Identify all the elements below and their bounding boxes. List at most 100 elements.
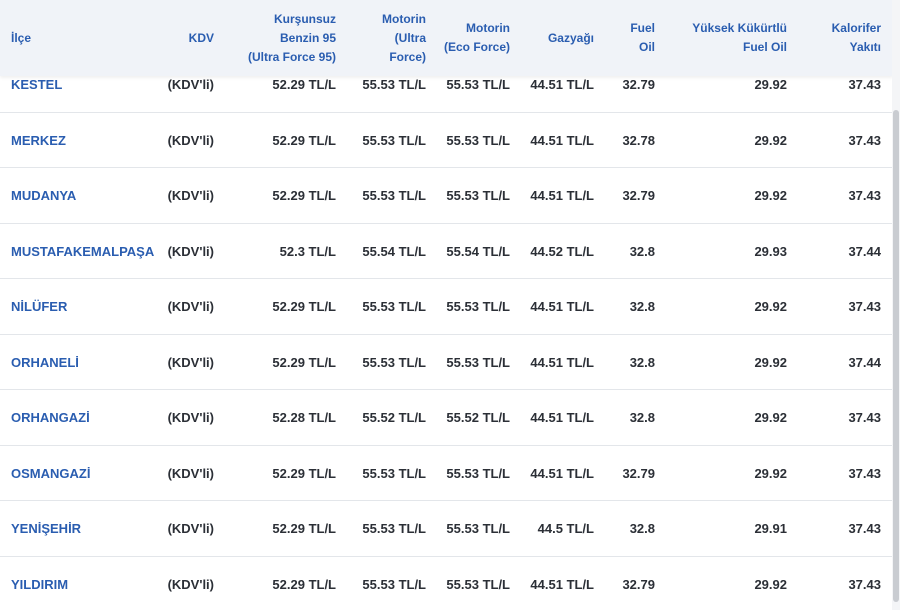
kursunsuz-price: 52.29 TL/L [272, 77, 336, 93]
kdv-cell: (KDV'li) [167, 410, 214, 426]
scrollbar-thumb[interactable] [893, 110, 899, 602]
motorin-eco-price: 55.53 TL/L [446, 132, 510, 148]
header-kursunsuz-benzin-95[interactable]: Kurşunsuz Benzin 95 (Ultra Force 95) [247, 11, 336, 64]
district-link[interactable]: MERKEZ [11, 132, 66, 148]
gazyagi-price: 44.51 TL/L [530, 465, 594, 481]
header-fuel-oil[interactable]: Fuel Oil [630, 21, 655, 54]
kursunsuz-price: 52.29 TL/L [272, 132, 336, 148]
district-link[interactable]: KESTEL [11, 77, 63, 93]
gazyagi-price: 44.51 TL/L [530, 576, 594, 592]
kursunsuz-price: 52.29 TL/L [272, 521, 336, 537]
kdv-cell: (KDV'li) [167, 243, 214, 259]
header-ilce[interactable]: İlçe [11, 30, 32, 45]
gazyagi-price: 44.51 TL/L [530, 132, 594, 148]
yuksek-kukurtlu-price: 29.92 [754, 465, 787, 481]
yuksek-kukurtlu-price: 29.92 [754, 77, 787, 93]
district-link[interactable]: ORHANGAZİ [11, 410, 90, 426]
table-row: ORHANELİ (KDV'li) 52.29 TL/L 55.53 TL/L 55.5… [0, 335, 893, 390]
kalorifer-price: 37.43 [848, 77, 881, 93]
motorin-price: 55.53 TL/L [362, 77, 426, 93]
header-kalorifer-yakiti[interactable]: Kalorifer Yakıtı [831, 21, 881, 54]
header-yuksek-kukurtlu-fuel-oil[interactable]: Yüksek Kükürtlü Fuel Oil [692, 21, 787, 54]
district-link[interactable]: NİLÜFER [11, 299, 68, 315]
table-row: ORHANGAZİ (KDV'li) 52.28 TL/L 55.52 TL/L 55.… [0, 390, 893, 446]
kursunsuz-price: 52.29 TL/L [272, 354, 336, 370]
header-motorin-ultra-force[interactable]: Motorin (Ultra Force) [382, 11, 426, 64]
kalorifer-price: 37.43 [848, 521, 881, 537]
motorin-eco-price: 55.53 TL/L [446, 188, 510, 204]
kdv-cell: (KDV'li) [167, 299, 214, 315]
header-gazyagi[interactable]: Gazyağı [547, 30, 594, 45]
district-link[interactable]: OSMANGAZİ [11, 465, 91, 481]
kursunsuz-price: 52.29 TL/L [272, 188, 336, 204]
fuel-oil-price: 32.8 [629, 410, 655, 426]
district-link[interactable]: MUDANYA [11, 188, 77, 204]
kalorifer-price: 37.44 [848, 243, 881, 259]
kursunsuz-price: 52.29 TL/L [272, 576, 336, 592]
kalorifer-price: 37.43 [848, 299, 881, 315]
fuel-oil-price: 32.79 [622, 188, 655, 204]
gazyagi-price: 44.51 TL/L [530, 77, 594, 93]
kdv-cell: (KDV'li) [167, 576, 214, 592]
header-kdv[interactable]: KDV [188, 30, 214, 45]
kdv-cell: (KDV'li) [167, 465, 214, 481]
motorin-eco-price: 55.53 TL/L [446, 576, 510, 592]
vertical-scrollbar[interactable] [892, 0, 900, 610]
motorin-price: 55.53 TL/L [362, 132, 426, 148]
gazyagi-price: 44.51 TL/L [530, 410, 594, 426]
motorin-eco-price: 55.53 TL/L [446, 465, 510, 481]
kalorifer-price: 37.43 [848, 132, 881, 148]
kalorifer-price: 37.43 [848, 410, 881, 426]
district-link[interactable]: YENİŞEHİR [11, 521, 82, 537]
table-body: KESTEL (KDV'li) 52.29 TL/L 55.53 TL/L 55.53 … [0, 57, 893, 610]
fuel-oil-price: 32.79 [622, 77, 655, 93]
kursunsuz-price: 52.28 TL/L [272, 410, 336, 426]
motorin-price: 55.53 TL/L [362, 576, 426, 592]
kdv-cell: (KDV'li) [167, 354, 214, 370]
kdv-cell: (KDV'li) [167, 188, 214, 204]
kursunsuz-price: 52.29 TL/L [272, 465, 336, 481]
kursunsuz-price: 52.29 TL/L [272, 299, 336, 315]
district-link[interactable]: YILDIRIM [11, 576, 69, 592]
fuel-oil-price: 32.79 [622, 576, 655, 592]
motorin-price: 55.54 TL/L [362, 243, 426, 259]
gazyagi-price: 44.51 TL/L [530, 299, 594, 315]
table-row: MUDANYA (KDV'li) 52.29 TL/L 55.53 TL/L 55.53… [0, 168, 893, 224]
yuksek-kukurtlu-price: 29.92 [754, 132, 787, 148]
yuksek-kukurtlu-price: 29.92 [754, 188, 787, 204]
yuksek-kukurtlu-price: 29.92 [754, 354, 787, 370]
fuel-oil-price: 32.8 [629, 354, 655, 370]
kalorifer-price: 37.44 [848, 354, 881, 370]
motorin-eco-price: 55.53 TL/L [446, 299, 510, 315]
yuksek-kukurtlu-price: 29.92 [754, 576, 787, 592]
motorin-price: 55.53 TL/L [362, 521, 426, 537]
yuksek-kukurtlu-price: 29.92 [754, 410, 787, 426]
table-row: MERKEZ (KDV'li) 52.29 TL/L 55.53 TL/L 55.53 … [0, 113, 893, 168]
kdv-cell: (KDV'li) [167, 77, 214, 93]
kalorifer-price: 37.43 [848, 576, 881, 592]
motorin-eco-price: 55.53 TL/L [446, 77, 510, 93]
motorin-price: 55.53 TL/L [362, 465, 426, 481]
table-row: KESTEL (KDV'li) 52.29 TL/L 55.53 TL/L 55.53 … [0, 57, 893, 113]
motorin-eco-price: 55.54 TL/L [446, 243, 510, 259]
table-header: İlçe KDV Kurşunsuz Benzin 95 (Ultra Forc… [0, 0, 893, 76]
table-row: YILDIRIM (KDV'li) 52.29 TL/L 55.53 TL/L 55.5… [0, 557, 893, 610]
fuel-oil-price: 32.8 [629, 243, 655, 259]
fuel-oil-price: 32.8 [629, 521, 655, 537]
yuksek-kukurtlu-price: 29.93 [754, 243, 787, 259]
kalorifer-price: 37.43 [848, 465, 881, 481]
motorin-price: 55.52 TL/L [362, 410, 426, 426]
table-row: MUSTAFAKEMALPAŞA (KDV'li) 52.3 TL/L 55.54 T… [0, 224, 893, 279]
yuksek-kukurtlu-price: 29.91 [754, 521, 787, 537]
gazyagi-price: 44.51 TL/L [530, 188, 594, 204]
gazyagi-price: 44.5 TL/L [537, 521, 594, 537]
table-row: NİLÜFER (KDV'li) 52.29 TL/L 55.53 TL/L 55.53… [0, 279, 893, 335]
district-link[interactable]: MUSTAFAKEMALPAŞA [11, 243, 155, 259]
kdv-cell: (KDV'li) [167, 132, 214, 148]
kalorifer-price: 37.43 [848, 188, 881, 204]
gazyagi-price: 44.52 TL/L [530, 243, 594, 259]
motorin-price: 55.53 TL/L [362, 188, 426, 204]
district-link[interactable]: ORHANELİ [11, 354, 79, 370]
header-motorin-eco-force[interactable]: Motorin (Eco Force) [443, 21, 510, 54]
